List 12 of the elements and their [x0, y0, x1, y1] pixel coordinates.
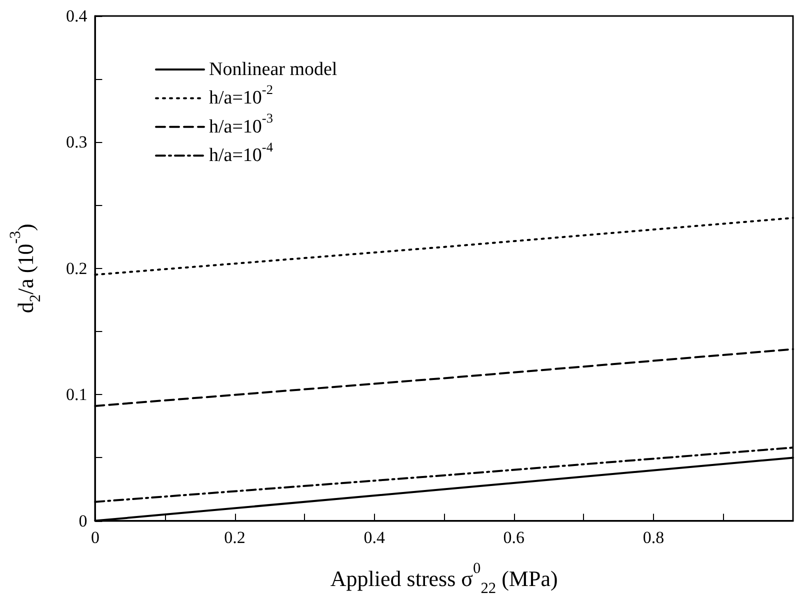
x-tick-label: 0: [90, 528, 100, 547]
y-tick-label: 0.1: [66, 385, 88, 404]
y-tick-label: 0.2: [66, 258, 88, 278]
y-tick-label: 0: [78, 511, 88, 530]
y-tick-label: 0.3: [66, 132, 88, 152]
x-tick-label: 0.6: [503, 528, 525, 547]
y-tick-label: 0.4: [66, 6, 88, 26]
x-tick-label: 0.2: [224, 528, 246, 547]
legend-label: Nonlinear model: [209, 59, 338, 80]
x-tick-label: 0.8: [642, 528, 664, 547]
x-tick-label: 0.4: [364, 528, 386, 547]
y-axis-title: d2/a (10-3): [7, 224, 44, 314]
